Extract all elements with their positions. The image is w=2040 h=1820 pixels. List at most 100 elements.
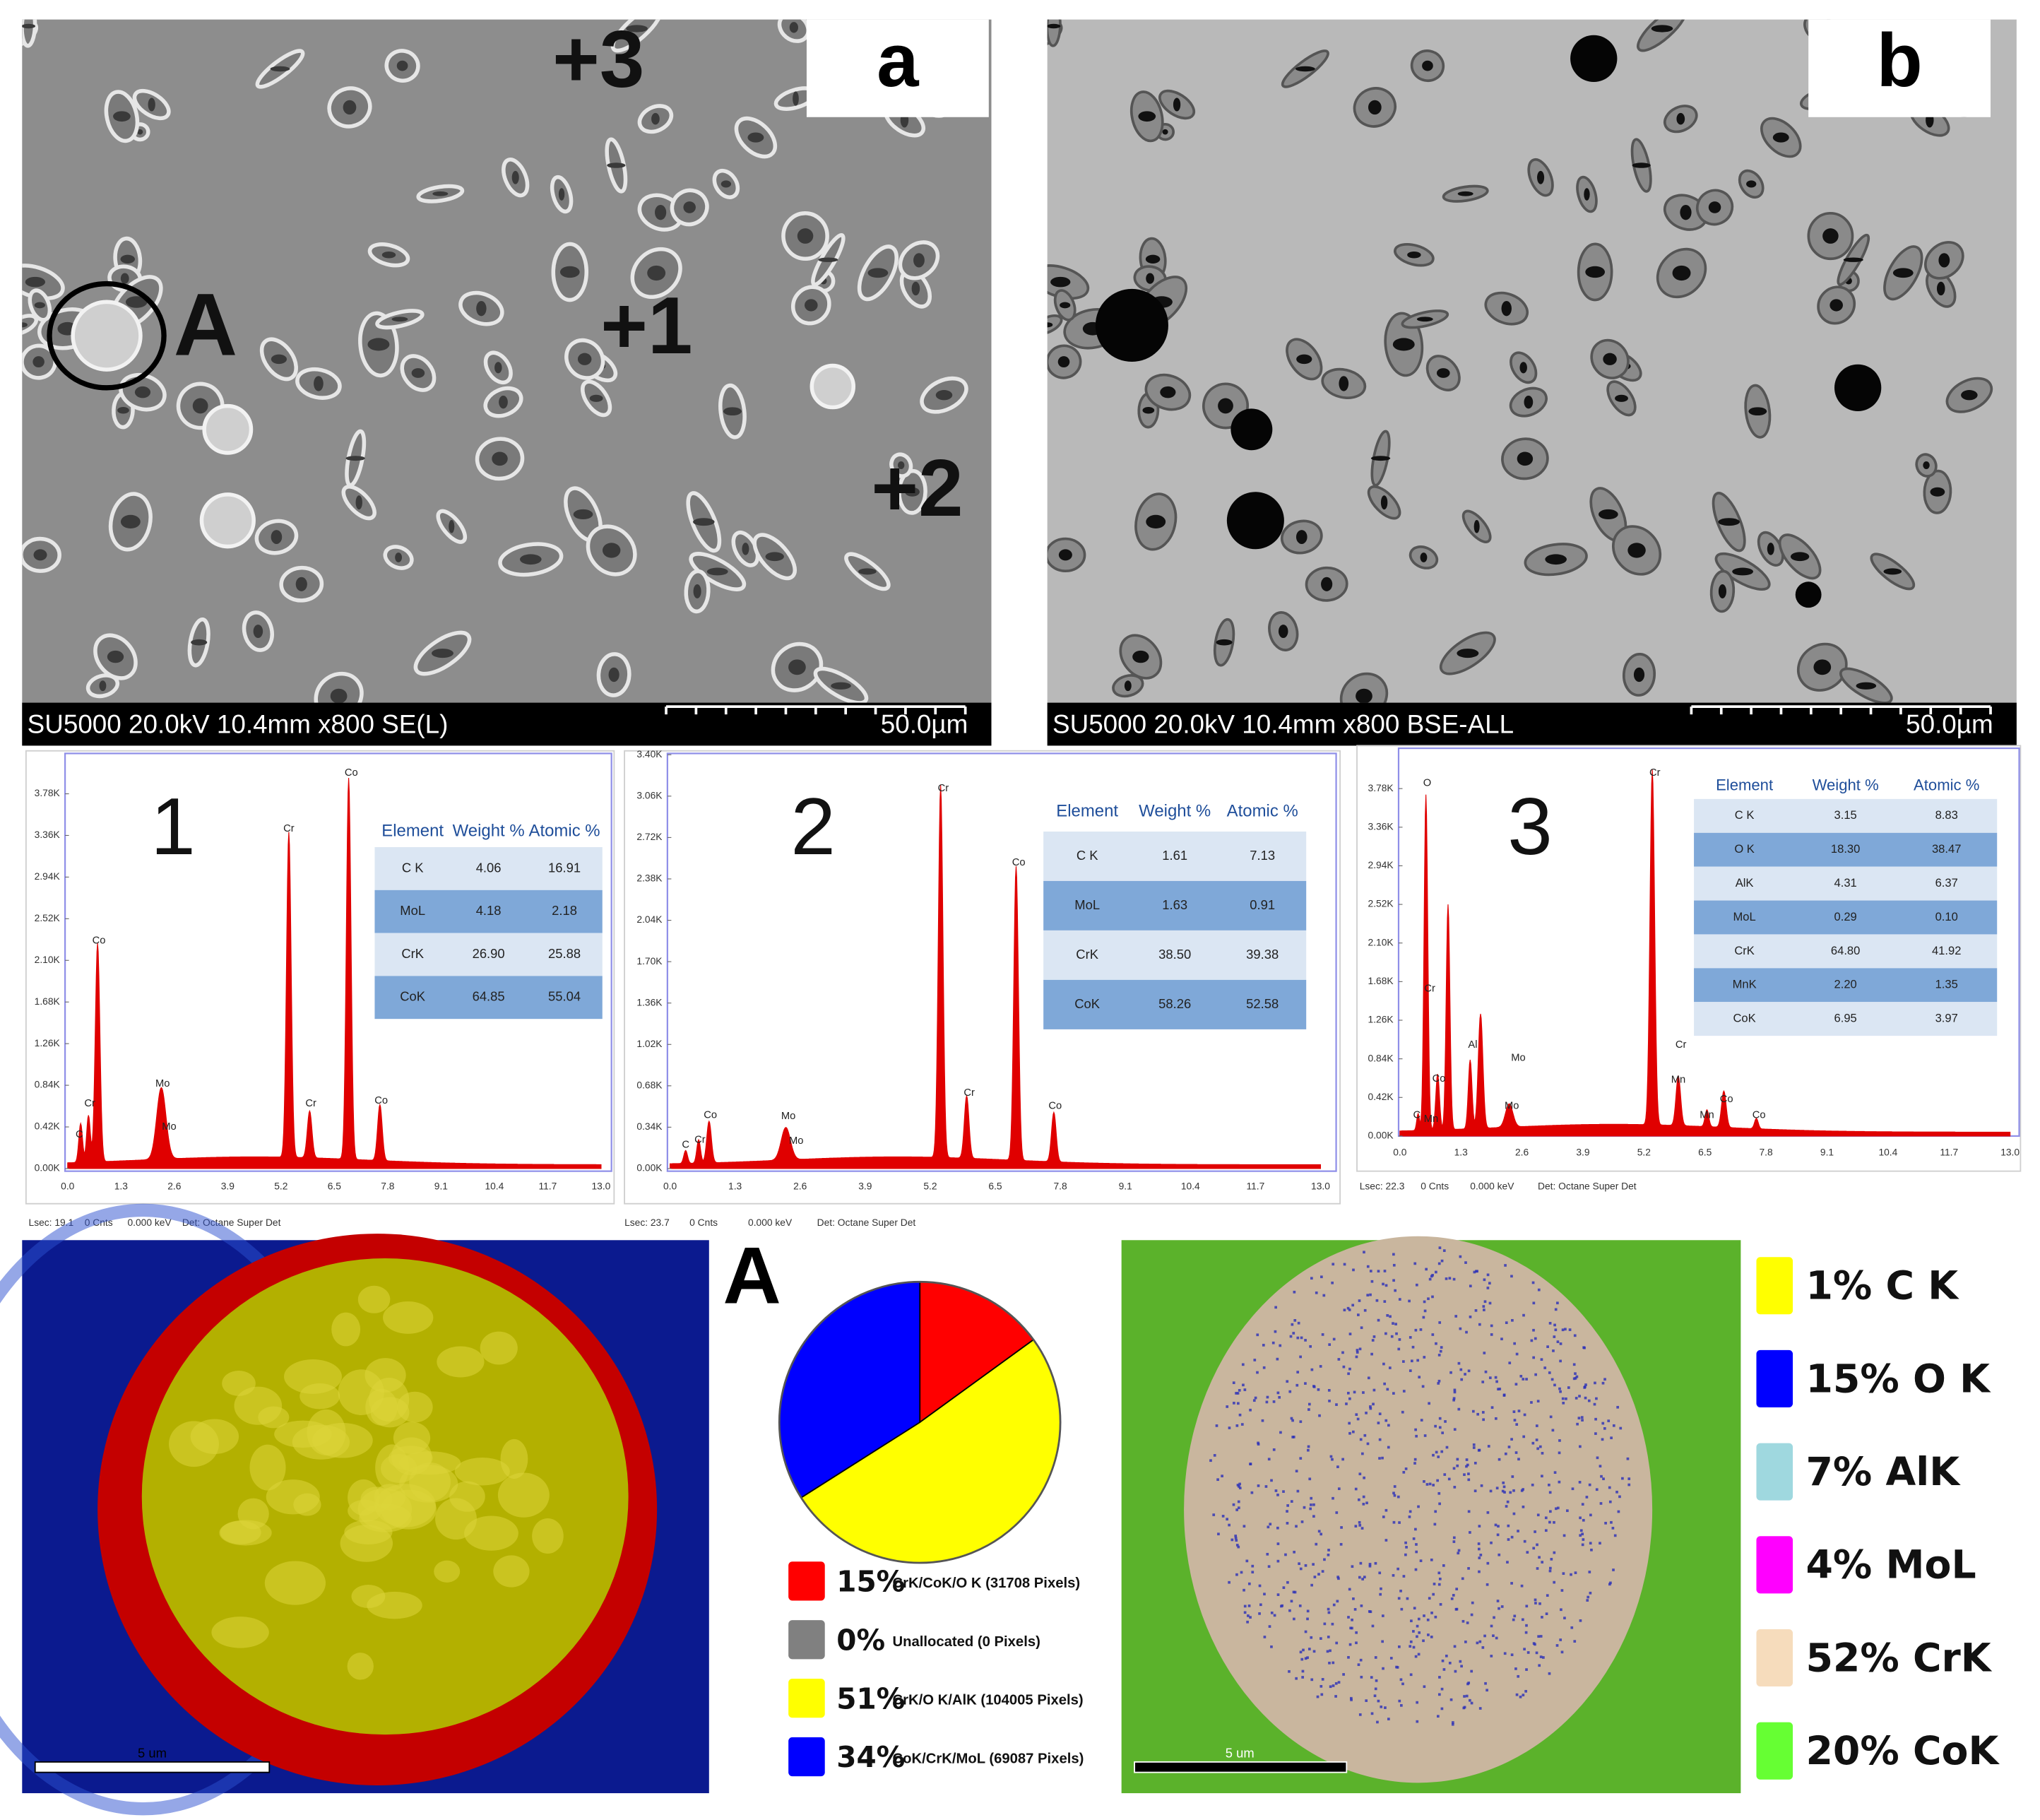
map-speckle bbox=[1490, 1324, 1493, 1328]
status-text: 0 Cnts bbox=[1421, 1180, 1449, 1191]
map-speckle bbox=[1238, 1487, 1242, 1489]
map-speckle bbox=[1436, 1479, 1439, 1482]
sem-pore bbox=[99, 680, 107, 692]
map-speckle bbox=[1396, 1495, 1400, 1499]
map-speckle bbox=[1370, 1676, 1373, 1679]
map-speckle bbox=[1610, 1436, 1613, 1440]
map-speckle bbox=[1295, 1525, 1298, 1528]
sem-pore bbox=[742, 543, 749, 555]
map-speckle bbox=[1392, 1491, 1395, 1495]
table-cell: 6.95 bbox=[1834, 1012, 1857, 1025]
map-speckle bbox=[1363, 1576, 1366, 1578]
map-speckle bbox=[1374, 1687, 1377, 1691]
map-speckle bbox=[1559, 1342, 1562, 1345]
map-speckle bbox=[1417, 1653, 1421, 1656]
map-speckle bbox=[1386, 1314, 1389, 1317]
status-text: 0.000 keV bbox=[128, 1217, 172, 1228]
map-speckle bbox=[1310, 1678, 1314, 1682]
x-tick-label: 11.7 bbox=[1940, 1147, 1958, 1158]
map-speckle bbox=[1378, 1571, 1382, 1575]
sem-pore bbox=[33, 549, 47, 561]
map-speckle bbox=[1461, 1577, 1464, 1580]
map-speckle bbox=[1587, 1595, 1590, 1599]
sem-pore bbox=[1936, 281, 1945, 296]
map-speckle bbox=[1365, 1412, 1368, 1414]
map-grain bbox=[357, 1285, 391, 1313]
map-speckle bbox=[1415, 1283, 1418, 1287]
map-speckle bbox=[1299, 1457, 1303, 1460]
map-grain bbox=[312, 1423, 373, 1458]
sem-pore bbox=[120, 254, 136, 264]
table-row bbox=[374, 976, 603, 1020]
legend-swatch bbox=[1756, 1443, 1793, 1501]
map-speckle bbox=[1440, 1346, 1443, 1349]
map-speckle bbox=[1392, 1322, 1394, 1325]
map-speckle bbox=[1213, 1454, 1216, 1457]
map-speckle bbox=[1572, 1363, 1576, 1366]
x-tick-label: 2.6 bbox=[1515, 1147, 1529, 1158]
map-speckle bbox=[1392, 1573, 1395, 1577]
map-speckle bbox=[1310, 1503, 1312, 1506]
peak-label: Al bbox=[1468, 1039, 1477, 1051]
sem-pore bbox=[720, 180, 732, 188]
legend-label: 20% CoK bbox=[1805, 1729, 2000, 1774]
sem-pore bbox=[607, 162, 626, 168]
map-speckle bbox=[1490, 1333, 1493, 1336]
sem-pore bbox=[367, 338, 390, 351]
map-speckle bbox=[1454, 1670, 1457, 1673]
map-speckle bbox=[1440, 1450, 1444, 1453]
map-speckle bbox=[1435, 1342, 1437, 1345]
map-speckle bbox=[1523, 1540, 1526, 1543]
legend-label: CoK/CrK/MoL (69087 Pixels) bbox=[893, 1751, 1084, 1767]
map-speckle bbox=[1465, 1330, 1468, 1334]
y-tick-label: 0.42K bbox=[35, 1121, 61, 1132]
map-speckle bbox=[1276, 1494, 1279, 1496]
sem-pore bbox=[117, 407, 129, 414]
table-cell: 2.18 bbox=[552, 903, 577, 918]
map-speckle bbox=[1409, 1369, 1412, 1372]
sem-pore bbox=[1218, 398, 1233, 414]
map-speckle bbox=[1235, 1508, 1238, 1511]
map-speckle bbox=[1432, 1484, 1435, 1487]
y-tick-label: 2.72K bbox=[636, 831, 663, 842]
map-grain bbox=[234, 1386, 283, 1425]
sem-pore bbox=[1519, 362, 1527, 374]
map-speckle bbox=[1412, 1630, 1415, 1633]
map-speckle bbox=[1457, 1552, 1460, 1555]
map-speckle bbox=[1284, 1553, 1287, 1556]
peak-label: Mn bbox=[1424, 1113, 1438, 1125]
map-speckle bbox=[1601, 1381, 1605, 1385]
map-speckle bbox=[1262, 1366, 1266, 1369]
panel-label: b bbox=[1876, 18, 1922, 102]
map-speckle bbox=[1448, 1277, 1452, 1280]
map-speckle bbox=[1559, 1359, 1562, 1363]
table-cell: CoK bbox=[1733, 1012, 1755, 1025]
map-speckle bbox=[1381, 1456, 1384, 1460]
map-speckle bbox=[1243, 1588, 1245, 1592]
map-speckle bbox=[1286, 1380, 1289, 1383]
map-speckle bbox=[1428, 1402, 1430, 1405]
map-speckle bbox=[1469, 1316, 1472, 1318]
map-speckle bbox=[1377, 1270, 1380, 1273]
map-speckle bbox=[1522, 1694, 1525, 1696]
map-speckle bbox=[1579, 1445, 1582, 1448]
map-speckle bbox=[1276, 1391, 1280, 1395]
map-speckle bbox=[1297, 1321, 1300, 1325]
map-speckle bbox=[1399, 1590, 1402, 1592]
map-speckle bbox=[1398, 1699, 1401, 1703]
map-speckle bbox=[1398, 1645, 1401, 1648]
map-speckle bbox=[1298, 1605, 1302, 1607]
table-cell: C K bbox=[402, 860, 424, 875]
peak-label: Mo bbox=[162, 1121, 176, 1133]
y-tick-label: 1.02K bbox=[636, 1038, 663, 1049]
sem-pore-large bbox=[1570, 35, 1618, 83]
map-speckle bbox=[1588, 1571, 1591, 1573]
map-speckle bbox=[1299, 1650, 1303, 1654]
map-speckle bbox=[1536, 1567, 1539, 1570]
map-speckle bbox=[1345, 1402, 1348, 1405]
spectrum-label: 3 bbox=[1507, 782, 1553, 872]
x-tick-label: 0.0 bbox=[663, 1180, 677, 1191]
map-speckle bbox=[1369, 1405, 1372, 1408]
x-tick-label: 3.9 bbox=[858, 1180, 872, 1191]
